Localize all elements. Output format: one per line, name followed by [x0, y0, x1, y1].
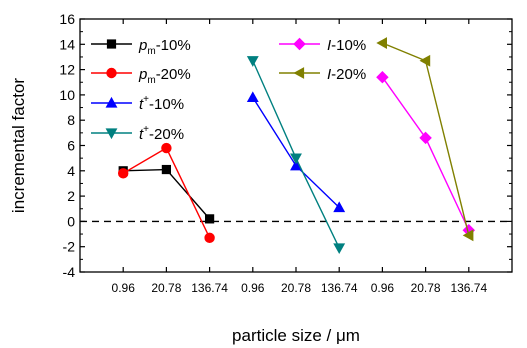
y-tick-label: 2 — [67, 188, 75, 204]
legend-item: t+-20% — [91, 124, 184, 143]
x-axis-title: particle size / μm — [232, 326, 360, 345]
data-point — [117, 168, 129, 179]
series-t-20 — [246, 56, 346, 255]
legend-marker — [105, 128, 118, 140]
y-tick-label: 0 — [67, 213, 75, 229]
x-tick-label: 20.78 — [151, 281, 181, 295]
series-line — [122, 147, 211, 239]
legend-item: t+-10% — [91, 94, 184, 113]
series-line — [252, 97, 340, 208]
x-tick-label: 20.78 — [411, 281, 441, 295]
legend-marker — [293, 67, 305, 79]
y-tick-label: 10 — [59, 87, 75, 103]
data-point — [204, 214, 215, 224]
data-point — [290, 153, 302, 165]
data-point — [246, 91, 259, 103]
data-point — [161, 142, 172, 154]
data-point — [333, 243, 346, 255]
x-tick-label: 0.96 — [371, 281, 395, 295]
y-tick-label: 6 — [67, 138, 75, 154]
data-point — [376, 37, 388, 49]
y-tick-label: -4 — [63, 264, 76, 280]
series-pm-10 — [118, 164, 215, 224]
legend-label: t+-20% — [139, 124, 184, 143]
data-point — [204, 232, 215, 244]
y-tick-label: 4 — [67, 163, 75, 179]
legend-label: pm-10% — [138, 37, 191, 57]
y-tick-label: 8 — [67, 112, 75, 128]
x-tick-label: 0.96 — [112, 281, 136, 295]
legend-item: pm-10% — [91, 37, 191, 57]
legend-label: t+-10% — [139, 94, 184, 113]
x-tick-label: 0.96 — [241, 281, 265, 295]
data-point — [161, 164, 171, 175]
legend-marker — [293, 37, 306, 51]
y-tick-label: 14 — [59, 36, 75, 52]
legend-item: pm-20% — [91, 66, 191, 86]
legend-marker — [106, 67, 117, 79]
y-tick-label: -2 — [63, 239, 76, 255]
legend-item: I-20% — [279, 66, 366, 83]
legend-marker — [106, 39, 117, 49]
data-point — [333, 201, 346, 213]
series-t-10 — [246, 91, 346, 213]
x-tick-label: 20.78 — [281, 281, 311, 295]
series-pm-20 — [117, 142, 215, 244]
x-tick-label: 136.74 — [450, 281, 487, 295]
series-i-10 — [376, 70, 476, 237]
x-tick-label: 136.74 — [321, 281, 358, 295]
y-tick-label: 16 — [59, 11, 75, 27]
legend-label: pm-20% — [138, 66, 191, 86]
legend-label: I-10% — [327, 37, 366, 54]
legend-item: I-10% — [279, 37, 366, 54]
y-tick-label: 12 — [59, 62, 75, 78]
x-tick-label: 136.74 — [191, 281, 228, 295]
data-point — [462, 229, 474, 242]
data-point — [419, 131, 432, 145]
legend-marker — [105, 96, 118, 108]
series-i-20 — [376, 37, 474, 242]
data-point — [376, 70, 389, 84]
data-point — [246, 56, 259, 67]
y-axis-title: incremental factor — [9, 78, 28, 213]
series-line — [381, 76, 470, 231]
data-point — [419, 54, 431, 67]
legend-label: I-20% — [327, 66, 366, 83]
